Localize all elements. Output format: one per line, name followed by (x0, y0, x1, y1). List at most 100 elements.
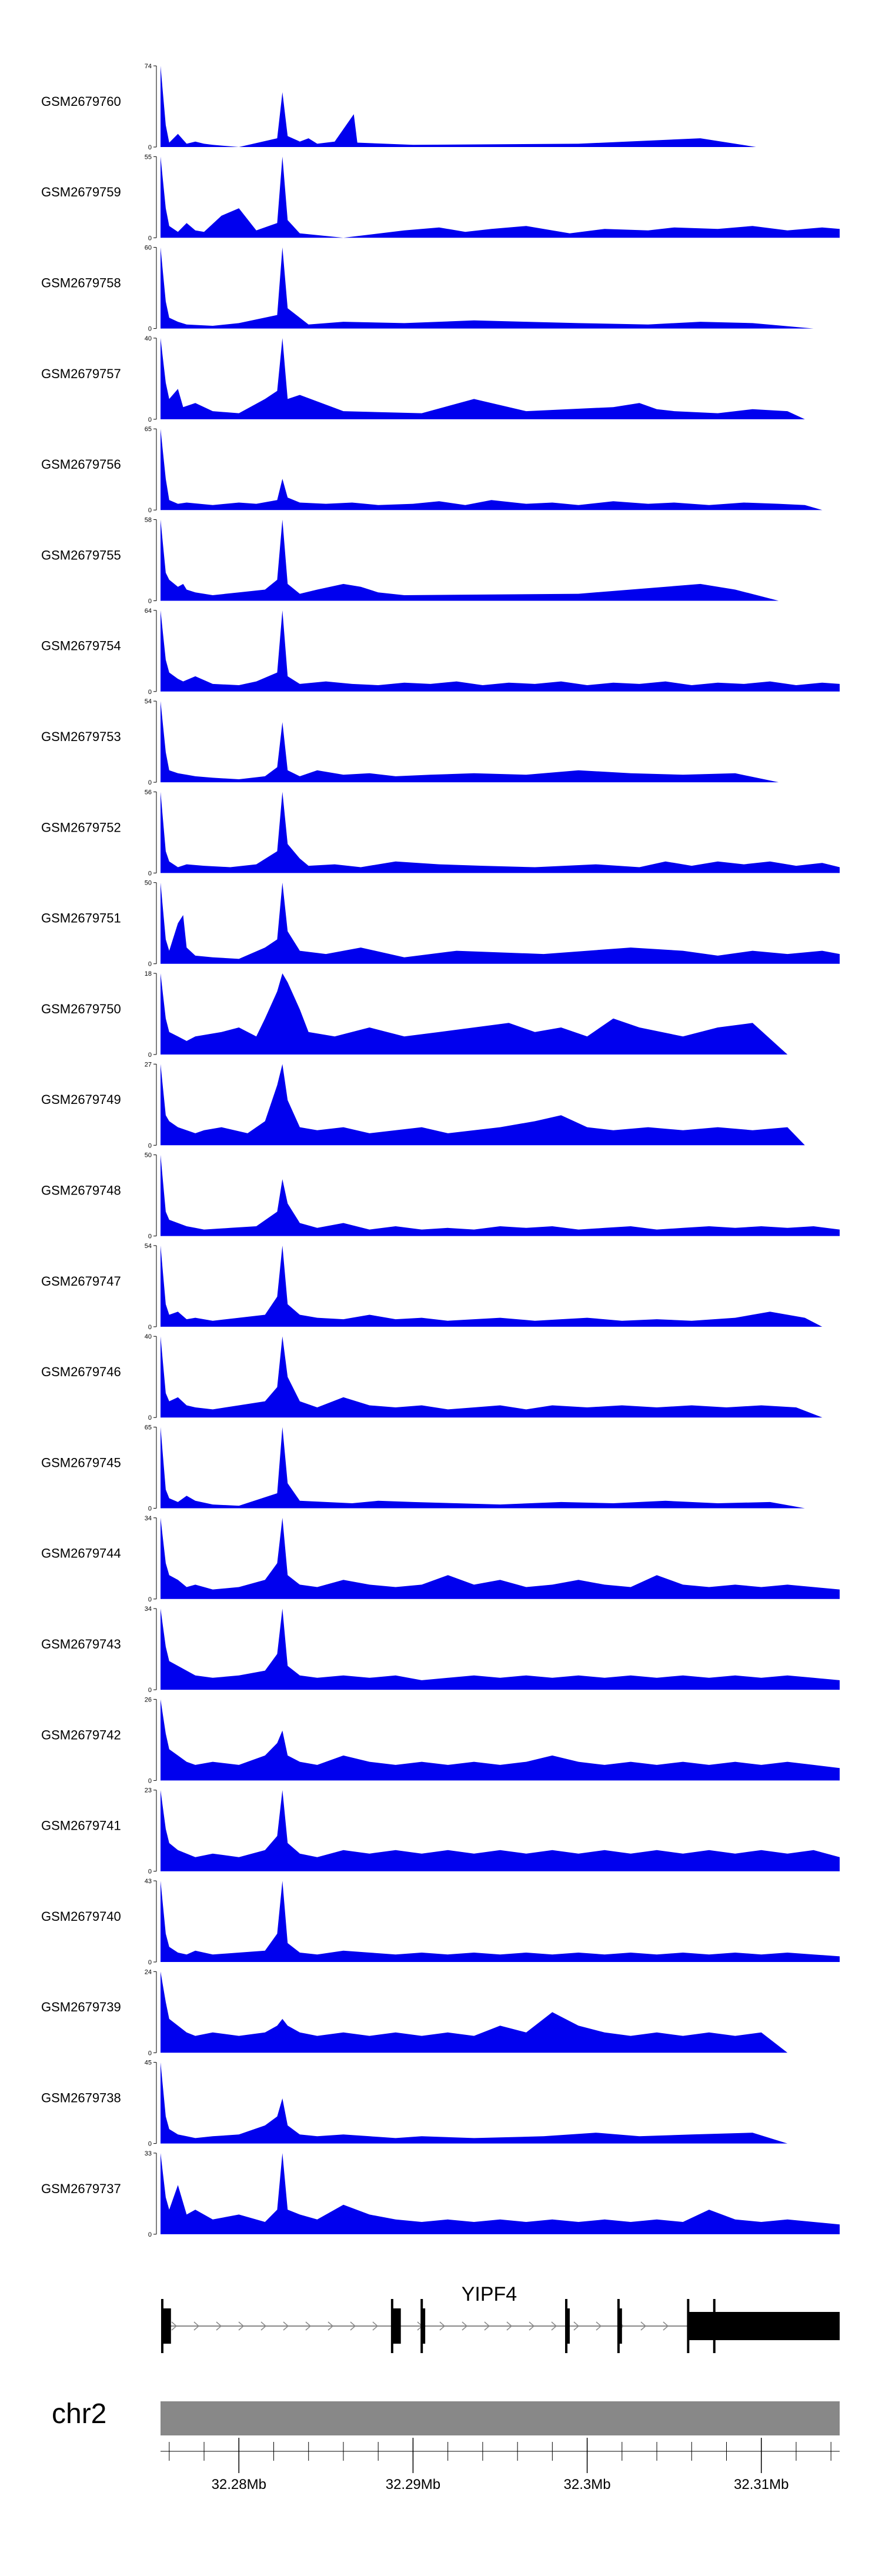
track-GSM2679742: GSM2679742 26 0 (41, 1696, 840, 1784)
track-label: GSM2679742 (41, 1727, 121, 1742)
coverage-area (161, 1245, 823, 1327)
y-axis-max-label: 40 (145, 1333, 152, 1340)
track-GSM2679755: GSM2679755 58 0 (41, 517, 779, 605)
y-axis-zero-label: 0 (148, 2141, 152, 2148)
y-axis-zero-label: 0 (148, 1052, 152, 1059)
genome-axis-tick-label: 32.3Mb (564, 2477, 611, 2492)
y-axis-zero-label: 0 (148, 1596, 152, 1603)
y-axis-max-label: 60 (145, 245, 152, 252)
track-label: GSM2679741 (41, 1818, 121, 1833)
track-GSM2679758: GSM2679758 60 0 (41, 245, 814, 333)
track-label: GSM2679757 (41, 366, 121, 381)
y-axis-zero-label: 0 (148, 689, 152, 696)
y-axis-zero-label: 0 (148, 1414, 152, 1422)
coverage-area (161, 338, 805, 419)
coverage-area (161, 519, 779, 601)
coverage-area (161, 792, 840, 873)
exon-block (162, 2308, 171, 2344)
strand-arrow (238, 2321, 245, 2331)
y-axis-zero-label: 0 (148, 1959, 152, 1966)
y-axis-max-label: 40 (145, 335, 152, 342)
track-label: GSM2679753 (41, 729, 121, 744)
strand-arrow (171, 2321, 178, 2331)
genome-axis-tick-label: 32.28Mb (212, 2477, 266, 2492)
strand-arrow (484, 2321, 490, 2331)
track-GSM2679737: GSM2679737 33 0 (41, 2150, 840, 2238)
exon-block (392, 2308, 401, 2344)
genome-axis-tick-label: 32.31Mb (734, 2477, 789, 2492)
track-label: GSM2679748 (41, 1183, 121, 1198)
track-label: GSM2679755 (41, 548, 121, 562)
y-axis-zero-label: 0 (148, 961, 152, 968)
y-axis-zero-label: 0 (148, 507, 152, 514)
y-axis-max-label: 34 (145, 1515, 152, 1522)
y-axis-max-label: 50 (145, 1152, 152, 1159)
track-label: GSM2679752 (41, 820, 121, 835)
strand-arrow (551, 2321, 557, 2331)
coverage-area (161, 701, 779, 783)
coverage-area (161, 1336, 823, 1418)
coverage-area (161, 1609, 840, 1690)
track-GSM2679760: GSM2679760 74 0 (41, 63, 756, 151)
y-axis-zero-label: 0 (148, 416, 152, 423)
y-axis-zero-label: 0 (148, 779, 152, 786)
coverage-area (161, 973, 788, 1055)
y-axis-zero-label: 0 (148, 598, 152, 605)
exon-block (618, 2308, 622, 2344)
y-axis-max-label: 56 (145, 789, 152, 796)
strand-arrow (260, 2321, 267, 2331)
track-label: GSM2679759 (41, 185, 121, 199)
y-axis-max-label: 24 (145, 1968, 152, 1976)
y-axis-max-label: 23 (145, 1787, 152, 1794)
strand-arrow (529, 2321, 535, 2331)
exon-block (688, 2312, 840, 2340)
coverage-area (161, 156, 840, 238)
track-GSM2679738: GSM2679738 45 0 (41, 2060, 788, 2148)
track-label: GSM2679743 (41, 1637, 121, 1651)
exon-block (566, 2308, 570, 2344)
track-label: GSM2679751 (41, 911, 121, 926)
strand-arrow (283, 2321, 289, 2331)
chromosome-label: chr2 (52, 2398, 106, 2430)
strand-arrow (506, 2321, 513, 2331)
track-GSM2679750: GSM2679750 18 0 (41, 970, 788, 1059)
y-axis-zero-label: 0 (148, 1687, 152, 1694)
track-GSM2679744: GSM2679744 34 0 (41, 1515, 840, 1603)
y-axis-max-label: 54 (145, 1243, 152, 1250)
track-label: GSM2679739 (41, 2000, 121, 2014)
y-axis-max-label: 26 (145, 1696, 152, 1703)
coverage-tracks: GSM2679760740GSM2679759550GSM2679758600G… (41, 63, 840, 2238)
track-GSM2679739: GSM2679739 24 0 (41, 1968, 788, 2057)
coverage-area (161, 1154, 840, 1236)
genome-axis-tick-label: 32.29Mb (386, 2477, 440, 2492)
track-label: GSM2679745 (41, 1455, 121, 1470)
coverage-area (161, 1064, 805, 1146)
coverage-area (161, 1790, 840, 1871)
track-GSM2679756: GSM2679756 65 0 (41, 426, 823, 514)
strand-arrow (305, 2321, 312, 2331)
y-axis-max-label: 65 (145, 1424, 152, 1432)
coverage-area (161, 610, 840, 692)
strand-arrow (350, 2321, 356, 2331)
strand-arrow (663, 2321, 669, 2331)
y-axis-zero-label: 0 (148, 1233, 152, 1240)
coverage-area (161, 2062, 788, 2144)
y-axis-max-label: 18 (145, 970, 152, 977)
strand-arrow (193, 2321, 200, 2331)
strand-arrow (640, 2321, 647, 2331)
y-axis-max-label: 45 (145, 2060, 152, 2067)
track-GSM2679743: GSM2679743 34 0 (41, 1606, 840, 1694)
track-label: GSM2679746 (41, 1364, 121, 1379)
track-label: GSM2679747 (41, 1274, 121, 1289)
y-axis-zero-label: 0 (148, 144, 152, 151)
track-label: GSM2679738 (41, 2091, 121, 2105)
track-GSM2679757: GSM2679757 40 0 (41, 335, 805, 423)
strand-arrow (439, 2321, 446, 2331)
strand-arrow (216, 2321, 222, 2331)
track-GSM2679754: GSM2679754 64 0 (41, 608, 840, 696)
track-GSM2679748: GSM2679748 50 0 (41, 1152, 840, 1240)
track-label: GSM2679750 (41, 1002, 121, 1016)
y-axis-max-label: 33 (145, 2150, 152, 2157)
gene-name-label: YIPF4 (462, 2283, 517, 2305)
